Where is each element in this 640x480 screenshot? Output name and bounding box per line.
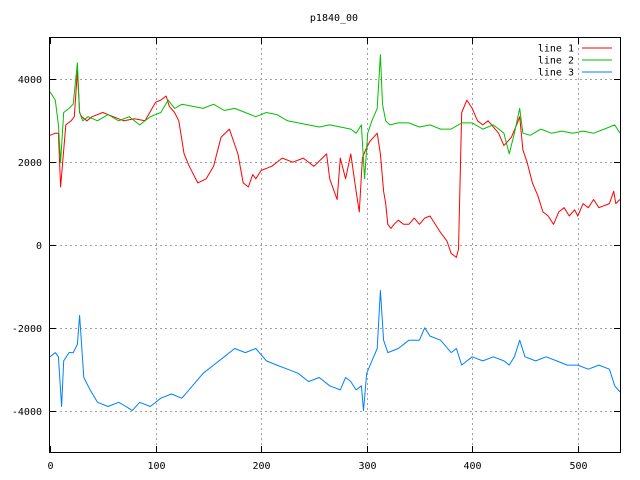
x-tick-label: 100 <box>147 461 165 472</box>
x-tick-label: 500 <box>569 461 587 472</box>
x-tick-label: 300 <box>358 461 376 472</box>
y-tick-label: -4000 <box>12 407 42 418</box>
x-tick-label: 200 <box>252 461 270 472</box>
x-tick-label: 0 <box>47 461 53 472</box>
y-tick-label: 2000 <box>18 158 42 169</box>
y-tick-label: 0 <box>36 241 42 252</box>
axis-ticks: 0 100 200 300 400 500 -4000 -2000 0 2000 4000 <box>12 38 620 472</box>
series-line-3 <box>49 290 621 412</box>
plot-frame <box>49 37 621 453</box>
series-line-1 <box>49 70 621 258</box>
gridlines <box>50 38 620 452</box>
chart-title: p1840_00 <box>310 13 358 24</box>
x-tick-label: 400 <box>463 461 481 472</box>
series-lines <box>49 54 621 412</box>
legend-label: line 1 <box>538 44 574 55</box>
y-tick-label: 4000 <box>18 75 42 86</box>
legend-label: line 2 <box>538 56 574 67</box>
legend-label: line 3 <box>538 68 574 79</box>
series-line-2 <box>49 54 621 180</box>
y-tick-label: -2000 <box>12 324 42 335</box>
